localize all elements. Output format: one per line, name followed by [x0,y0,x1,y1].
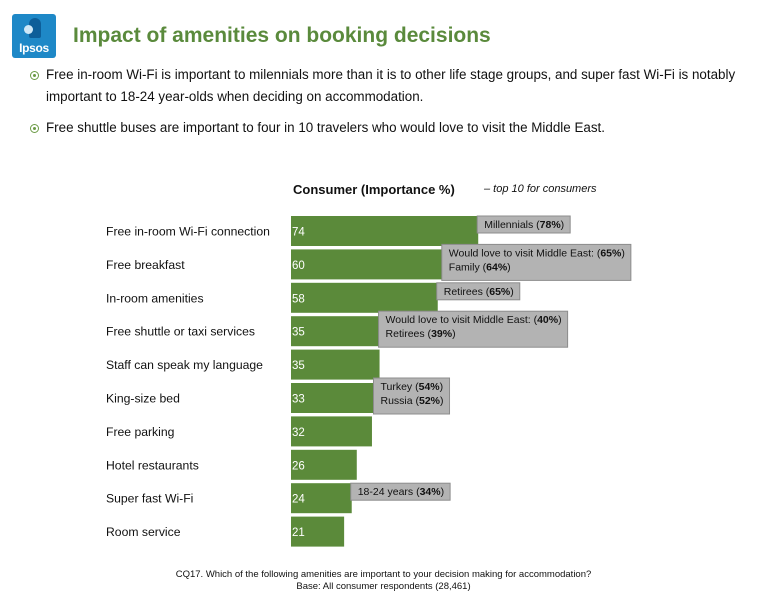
bar [291,316,380,347]
callout-box [436,282,521,301]
logo-text: Ipsos [19,41,49,55]
callout-text: Retirees (39%) [386,328,456,340]
value-label: 24 [292,494,305,506]
category-label: In-room amenities [106,291,204,305]
callout-text: Russia (52%) [380,395,443,407]
bullet-text: Free shuttle buses are important to four… [46,120,605,135]
bar [291,249,443,280]
value-label: 26 [292,460,305,472]
bar [291,483,352,514]
callout: Millennials (78%) [476,215,571,234]
callout-text: Would love to visit Middle East: (65%) [449,247,625,259]
value-label: 33 [292,394,305,406]
callout: 18-24 years (34%) [350,482,451,501]
bar [291,349,380,380]
bullet-text: Free in-room Wi-Fi is important to milen… [46,67,736,104]
value-label: 58 [292,293,305,305]
value-label: 60 [292,260,305,272]
callout: Turkey (54%) Russia (52%) [372,377,451,415]
category-label: Free in-room Wi-Fi connection [106,225,270,239]
category-label: Super fast Wi-Fi [106,492,193,506]
callout: Retirees (65%) [436,282,521,301]
bullet-list: Free in-room Wi-Fi is important to milen… [30,64,755,148]
bar [291,383,375,413]
callout-text: Would love to visit Middle East: (40%) [386,314,562,326]
logo-dot-icon [24,25,33,34]
ipsos-logo: Ipsos [12,14,56,58]
callout: Would love to visit Middle East: (40%) Re… [378,310,569,348]
callout-text: Turkey (54%) [380,381,443,393]
bullet-item: Free in-room Wi-Fi is important to milen… [30,64,755,108]
bar [291,216,479,246]
bar [291,282,438,313]
callout-text: Family (64%) [449,261,511,273]
callout-text: Millennials (78%) [484,219,564,231]
bullet-circle-icon [30,71,39,80]
chart-subtitle: – top 10 for consumers [484,183,597,195]
category-label: Hotel restaurants [106,458,199,472]
callout-text: Retirees (65%) [444,286,514,298]
callout-box [350,482,451,501]
callout: Would love to visit Middle East: (65%) Fa… [441,243,632,281]
value-label: 35 [292,327,305,339]
footnote-question: CQ17. Which of the following amenities a… [175,569,592,580]
bar [291,416,372,447]
bullet-circle-icon [30,124,39,133]
bar [291,516,345,547]
logo-mark-icon [29,18,41,38]
category-label: Free breakfast [106,258,185,272]
bar [291,449,357,480]
callout-box [378,310,569,348]
category-label: Free parking [106,425,174,439]
category-label: Free shuttle or taxi services [106,325,255,339]
value-label: 35 [292,360,305,372]
value-label: 21 [292,527,305,539]
callout-box [476,215,571,234]
category-label: Room service [106,525,181,539]
bar-chart: Free in-room Wi-Fi connection 74 Free brea… [106,215,632,547]
page-title: Impact of amenities on booking decisions [73,24,491,47]
value-label: 74 [292,227,305,239]
footnote-base: Base: All consumer respondents (28,461) [296,581,471,592]
value-label: 32 [292,427,305,439]
category-label: King-size bed [106,392,180,406]
chart-title: Consumer (Importance %) [293,182,455,197]
callout-box [441,243,632,281]
callout-box [372,377,451,415]
callout-text: 18-24 years (34%) [358,486,444,498]
category-label: Staff can speak my language [106,358,263,372]
bullet-item: Free shuttle buses are important to four… [30,117,755,139]
